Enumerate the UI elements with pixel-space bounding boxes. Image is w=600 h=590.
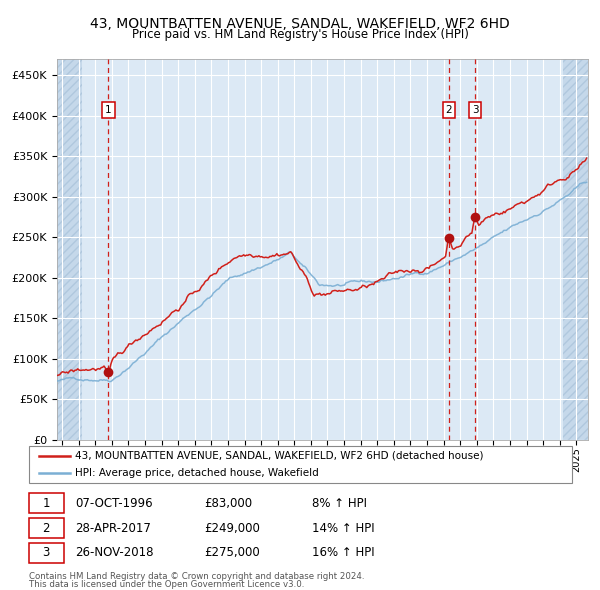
- Text: £83,000: £83,000: [204, 497, 252, 510]
- Text: HPI: Average price, detached house, Wakefield: HPI: Average price, detached house, Wake…: [75, 468, 319, 478]
- Text: 2: 2: [43, 522, 50, 535]
- Text: This data is licensed under the Open Government Licence v3.0.: This data is licensed under the Open Gov…: [29, 579, 304, 589]
- Text: 1: 1: [105, 106, 112, 116]
- Text: 14% ↑ HPI: 14% ↑ HPI: [312, 522, 374, 535]
- Text: Price paid vs. HM Land Registry's House Price Index (HPI): Price paid vs. HM Land Registry's House …: [131, 28, 469, 41]
- Text: 26-NOV-2018: 26-NOV-2018: [75, 546, 154, 559]
- Text: 1: 1: [43, 497, 50, 510]
- Text: 16% ↑ HPI: 16% ↑ HPI: [312, 546, 374, 559]
- Text: 3: 3: [472, 106, 478, 116]
- Text: 2: 2: [446, 106, 452, 116]
- Text: £249,000: £249,000: [204, 522, 260, 535]
- Text: 28-APR-2017: 28-APR-2017: [75, 522, 151, 535]
- Text: 43, MOUNTBATTEN AVENUE, SANDAL, WAKEFIELD, WF2 6HD (detached house): 43, MOUNTBATTEN AVENUE, SANDAL, WAKEFIEL…: [75, 451, 484, 461]
- Bar: [563, 59, 588, 440]
- Text: 07-OCT-1996: 07-OCT-1996: [75, 497, 152, 510]
- Text: 8% ↑ HPI: 8% ↑ HPI: [312, 497, 367, 510]
- Text: 3: 3: [43, 546, 50, 559]
- Bar: [57, 59, 82, 440]
- Text: £275,000: £275,000: [204, 546, 260, 559]
- Text: 43, MOUNTBATTEN AVENUE, SANDAL, WAKEFIELD, WF2 6HD: 43, MOUNTBATTEN AVENUE, SANDAL, WAKEFIEL…: [90, 17, 510, 31]
- Text: Contains HM Land Registry data © Crown copyright and database right 2024.: Contains HM Land Registry data © Crown c…: [29, 572, 364, 581]
